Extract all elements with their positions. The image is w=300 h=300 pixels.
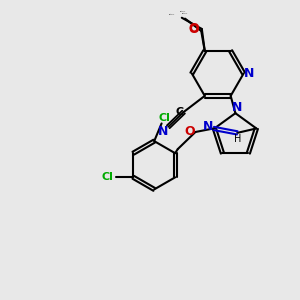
Text: N: N	[231, 101, 242, 114]
Text: N: N	[203, 121, 214, 134]
Text: methoxy: methoxy	[182, 13, 188, 14]
Text: Cl: Cl	[159, 113, 170, 123]
Text: N: N	[244, 67, 254, 80]
Text: methoxy: methoxy	[169, 14, 176, 15]
Text: C: C	[176, 107, 184, 117]
Text: O: O	[189, 23, 199, 36]
Text: O: O	[188, 22, 199, 34]
Text: N: N	[158, 125, 168, 138]
Text: O: O	[185, 125, 196, 139]
Text: Cl: Cl	[101, 172, 113, 182]
Text: methoxy: methoxy	[180, 11, 186, 12]
Text: H: H	[234, 134, 241, 144]
